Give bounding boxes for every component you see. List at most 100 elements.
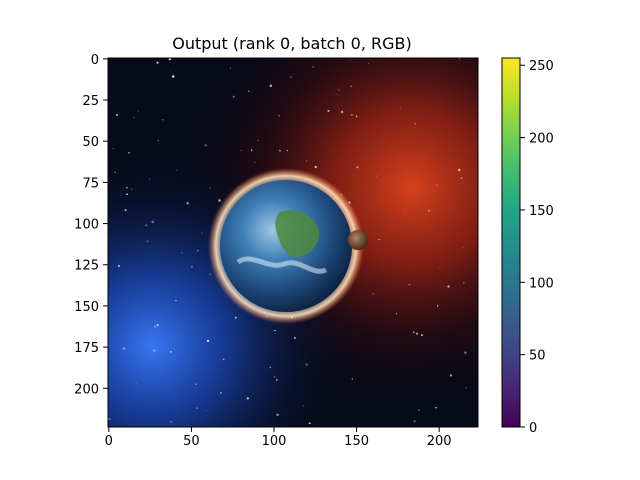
star — [302, 405, 304, 407]
star — [195, 383, 198, 386]
star — [269, 366, 272, 369]
star — [349, 60, 351, 62]
star — [412, 331, 415, 334]
x-tick-label: 50 — [183, 434, 200, 449]
chart-title: Output (rank 0, batch 0, RGB) — [172, 34, 411, 53]
star — [153, 349, 156, 352]
star — [206, 339, 210, 343]
earth-clouds — [236, 256, 327, 274]
star — [169, 71, 171, 73]
star — [145, 224, 148, 227]
colorbar-axis: 0 50 100 150 200 250 — [520, 59, 554, 436]
x-tick-label: 100 — [262, 434, 287, 449]
star — [168, 58, 172, 61]
star — [108, 418, 111, 420]
image-plot — [108, 58, 478, 427]
star — [220, 391, 222, 394]
star — [408, 283, 411, 286]
star — [278, 114, 281, 117]
x-tick-label: 0 — [105, 434, 113, 449]
star — [336, 94, 338, 96]
star — [404, 209, 406, 211]
star — [122, 347, 126, 350]
star — [201, 232, 203, 234]
star — [368, 62, 370, 64]
star — [327, 109, 330, 112]
star — [375, 175, 377, 177]
x-tick-label: 200 — [427, 434, 452, 449]
star — [146, 240, 149, 242]
star — [420, 334, 423, 337]
star — [218, 199, 221, 202]
star — [133, 117, 135, 119]
star — [126, 187, 128, 189]
plot-frame — [107, 57, 479, 428]
star — [463, 282, 465, 284]
moon — [348, 230, 368, 250]
star — [290, 76, 292, 78]
colorbar-tick-label: 250 — [529, 59, 554, 74]
star — [128, 151, 130, 154]
star — [196, 249, 199, 252]
star — [269, 84, 273, 88]
star — [372, 293, 374, 295]
star — [436, 305, 439, 307]
y-tick-label: 125 — [74, 259, 99, 274]
star — [293, 336, 296, 339]
star — [156, 324, 159, 327]
star — [465, 387, 467, 389]
star — [137, 110, 139, 112]
colorbar-tick-label: 50 — [529, 349, 546, 364]
colorbar-tick-label: 0 — [529, 421, 537, 436]
star — [175, 299, 177, 302]
star — [131, 188, 133, 190]
star — [435, 407, 437, 409]
colorbar-tick-label: 200 — [529, 132, 554, 147]
star — [414, 123, 416, 125]
star — [274, 329, 276, 332]
star — [209, 273, 211, 275]
colorbar-tick-label: 100 — [529, 276, 554, 291]
star — [157, 139, 160, 142]
y-tick-label: 150 — [74, 300, 99, 315]
star — [117, 264, 120, 268]
star — [308, 422, 311, 425]
star — [356, 166, 359, 169]
star — [250, 149, 253, 151]
star — [124, 209, 127, 212]
star — [246, 397, 249, 400]
star — [396, 313, 398, 315]
star — [232, 95, 235, 98]
star — [229, 67, 231, 69]
y-tick-label: 100 — [74, 218, 99, 233]
star — [170, 420, 172, 423]
star — [436, 184, 438, 186]
star — [162, 119, 164, 121]
colorbar-tick-label: 150 — [529, 204, 554, 219]
star — [447, 285, 450, 288]
y-axis: 0 25 50 75 100 125 150 175 200 — [74, 53, 108, 397]
star — [350, 85, 353, 88]
star — [176, 169, 178, 171]
star — [462, 247, 464, 249]
star — [449, 374, 452, 377]
star — [276, 413, 279, 416]
star — [151, 220, 154, 224]
star — [458, 168, 461, 172]
star — [126, 193, 128, 196]
star — [351, 378, 353, 380]
star — [257, 139, 259, 142]
star — [305, 160, 308, 162]
x-tick-label: 150 — [344, 434, 369, 449]
star — [428, 210, 430, 212]
star — [338, 89, 340, 91]
star — [204, 144, 207, 147]
star — [275, 378, 278, 381]
star — [156, 61, 159, 64]
star — [273, 376, 276, 378]
star — [240, 149, 242, 152]
star — [222, 358, 225, 361]
star — [314, 165, 317, 169]
star — [169, 350, 172, 353]
